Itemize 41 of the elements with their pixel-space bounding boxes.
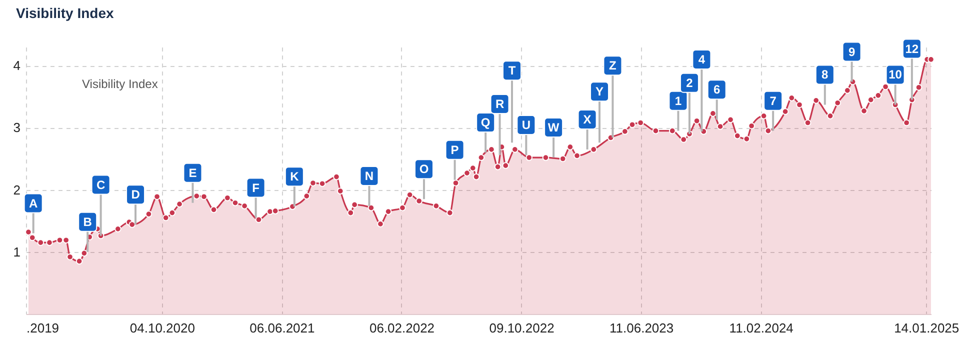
annotation: 8 [822, 68, 829, 82]
y-tick-label: 3 [13, 120, 20, 136]
annotation: 10 [888, 68, 902, 82]
y-tick-label: 4 [13, 58, 20, 74]
annotation: W [548, 120, 560, 135]
annotation: 1 [674, 94, 682, 108]
x-tick-label: 06.06.2021 [250, 320, 315, 336]
annotation: 9 [848, 44, 856, 59]
annotation: E [188, 166, 197, 180]
annotation: T [508, 64, 516, 78]
annotation: D [131, 188, 140, 202]
annotation: O [419, 162, 429, 176]
annotation: P [450, 142, 459, 157]
x-tick-label: 11.02.2024 [729, 320, 794, 336]
y-tick-label: 2 [13, 182, 20, 198]
annotation: 2 [686, 76, 694, 90]
annotation: 4 [698, 52, 706, 66]
annotation: N [364, 168, 374, 183]
annotation: 12 [905, 42, 919, 56]
x-tick-label: 09.10.2022 [489, 320, 554, 336]
chart-title: Visibility Index [16, 4, 114, 21]
annotation: U [522, 118, 531, 132]
x-tick-label: 14.01.2025 [894, 320, 960, 336]
x-tick-label: .2019 [26, 320, 60, 336]
annotation: Visibility Index [82, 77, 158, 91]
x-tick-label: 04.10.2020 [130, 320, 195, 336]
annotation: K [290, 170, 300, 184]
annotation: B [83, 214, 92, 229]
annotation: Q [480, 116, 490, 130]
annotation: 6 [714, 82, 721, 97]
annotation: R [495, 97, 504, 112]
annotation: X [583, 112, 592, 126]
annotation: A [29, 196, 38, 210]
annotation: C [96, 178, 106, 192]
x-tick-label: 06.02.2022 [369, 320, 435, 336]
annotation: 7 [770, 94, 777, 108]
x-tick-label: 11.06.2023 [610, 320, 674, 336]
annotation: Z [609, 58, 616, 73]
y-tick-label: 1 [13, 244, 20, 260]
annotation: Y [596, 84, 604, 99]
annotation: F [252, 180, 260, 195]
